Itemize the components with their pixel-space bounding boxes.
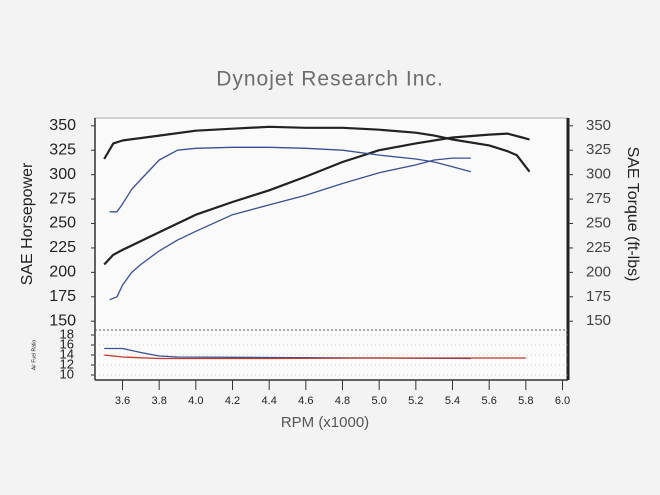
y-tick-label: 350 [49,117,76,134]
x-tick-label: 3.8 [152,395,167,407]
chart-title: Dynojet Research Inc. [216,68,444,91]
y2-axis-label: SAE Torque (ft-lbs) [624,147,641,282]
x-tick-label: 5.8 [518,395,533,407]
x-axis-label: RPM (x1000) [281,414,369,431]
series-line [103,132,530,266]
x-tick-label: 4.2 [225,395,240,407]
y-tick-label: 325 [49,141,76,158]
y2-tick-label: 300 [586,166,611,183]
y2-tick-label: 150 [586,312,611,329]
x-tick-label: 5.2 [408,395,423,407]
y2-tick-label: 250 [586,214,611,231]
x-tick-label: 3.6 [115,395,130,407]
series-line [103,125,531,173]
x-tick-label: 5.0 [372,395,387,407]
x-tick-label: 4.8 [335,395,350,407]
y-tick-label: 200 [49,264,76,281]
x-tick-label: 4.4 [262,395,277,407]
series-line [109,146,471,213]
plot-area [94,117,569,381]
y-tick-label: 250 [49,215,76,232]
y-tick-label: 14 [60,346,74,361]
y2-tick-label: 175 [586,288,611,305]
x-tick-label: 4.6 [298,395,313,407]
y2-tick-label: 350 [586,117,611,134]
y-tick-label: 12 [60,356,74,371]
y-tick-label: 10 [60,366,74,381]
x-tick-label: 5.6 [482,395,497,407]
y-tick-label: 18 [60,326,74,341]
y2-tick-label: 200 [586,263,611,280]
afr-axis-label: Air Fuel Ratio [31,340,37,371]
series-line [109,157,471,301]
y-tick-label: 275 [49,190,76,207]
y-tick-label: 225 [49,239,76,256]
y-axis-label: SAE Horsepower [19,162,36,285]
y-tick-label: 16 [60,336,74,351]
y-tick-label: 150 [49,312,76,329]
series-line [104,354,526,360]
x-tick-label: 5.4 [445,395,460,407]
x-tick-label: 6.0 [555,395,570,407]
y-tick-label: 175 [49,288,76,305]
x-tick-label: 4.0 [188,395,203,407]
y2-tick-label: 325 [586,141,611,158]
y2-tick-label: 225 [586,239,611,256]
y-tick-label: 300 [49,166,76,183]
y2-tick-label: 275 [586,190,611,207]
